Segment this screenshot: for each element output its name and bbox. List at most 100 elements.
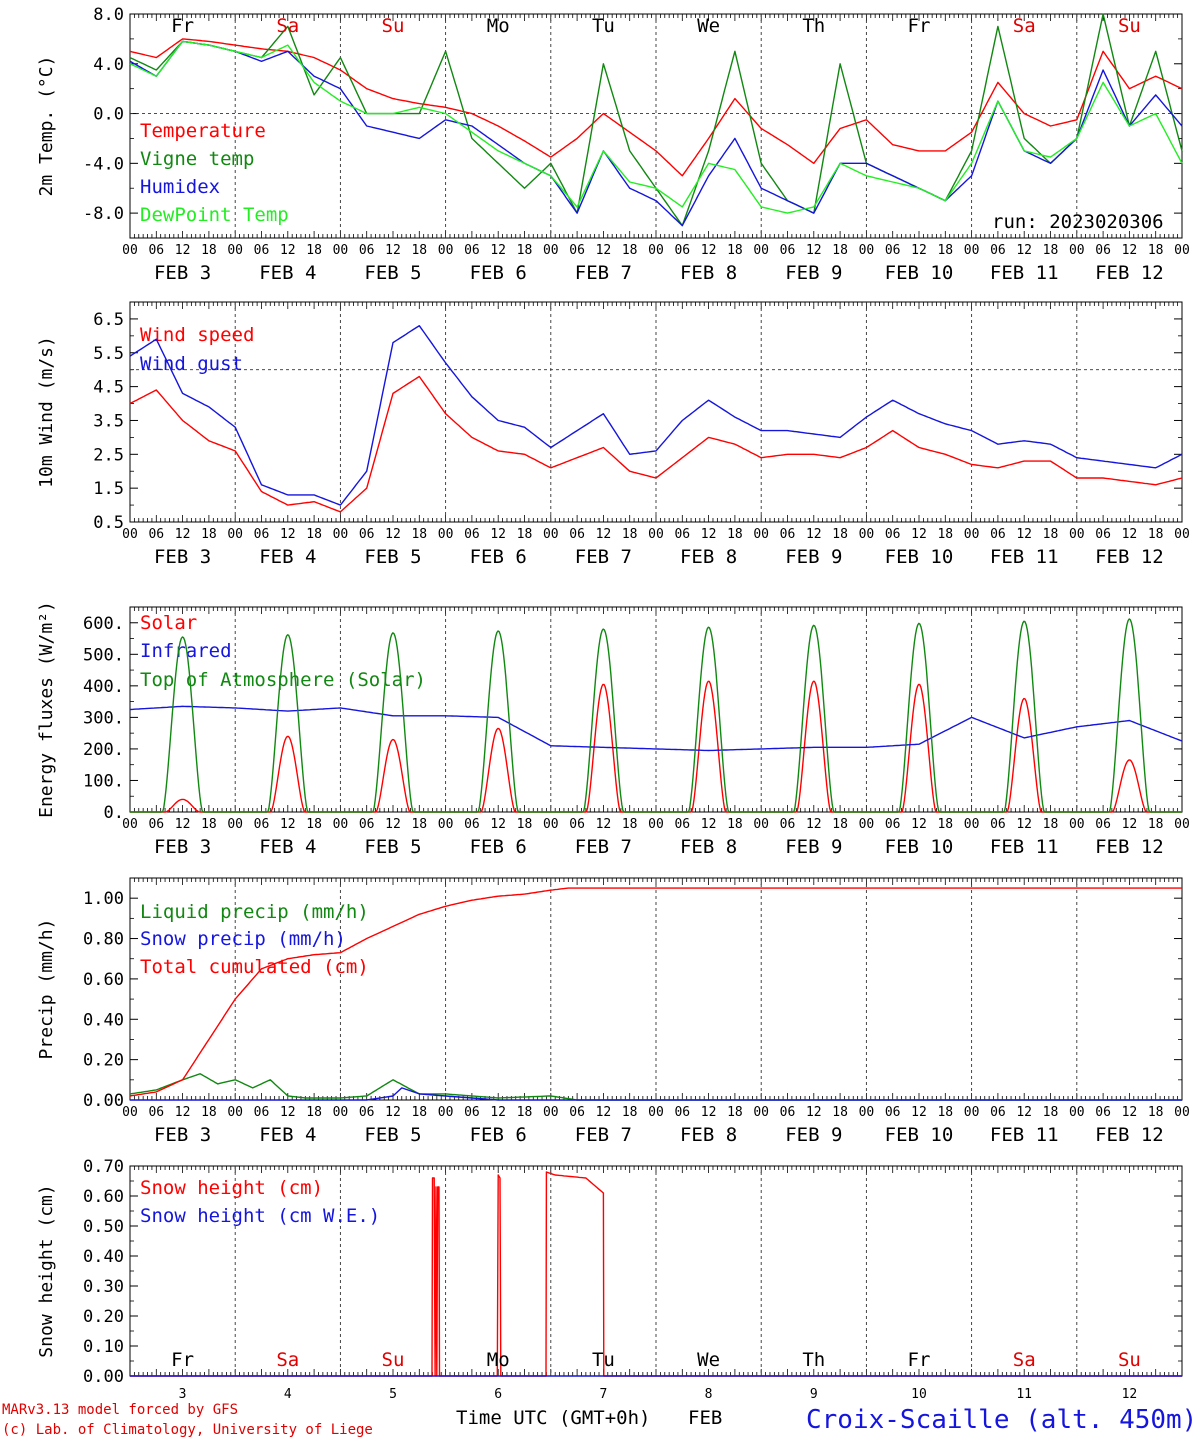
- legend-entry: Humidex: [140, 176, 220, 198]
- y-tick-label: 400.: [83, 677, 124, 697]
- series-line-temperature: [129, 38, 1183, 177]
- hour-tick-label: 18: [727, 817, 743, 832]
- hour-tick-label: 12: [280, 243, 296, 258]
- date-label: FEB 6: [470, 546, 527, 568]
- hour-tick-label: 12: [701, 1105, 717, 1120]
- hour-tick-label: 00: [438, 817, 454, 832]
- y-tick-label: 600.: [83, 614, 124, 634]
- hour-tick-label: 12: [490, 1105, 506, 1120]
- day-number-label: 6: [494, 1387, 502, 1402]
- hour-tick-label: 12: [175, 527, 191, 542]
- hour-tick-label: 06: [674, 527, 690, 542]
- y-tick-label: 300.: [83, 708, 124, 728]
- series-line-wind-speed: [129, 375, 1183, 513]
- y-tick-label: 500.: [83, 645, 124, 665]
- hour-tick-label: 12: [175, 817, 191, 832]
- hour-tick-label: 12: [596, 243, 612, 258]
- hour-tick-label: 00: [333, 817, 349, 832]
- hour-tick-label: 18: [832, 817, 848, 832]
- station-name: Croix-Scaille (alt. 450m): [806, 1405, 1194, 1435]
- panel-2: 6.5 5.5 4.5 3.5 2.5 1.5 0.5 10m Wind (m/s) 00 06 1…: [36, 301, 1190, 568]
- day-name-label: Sa: [276, 15, 299, 37]
- legend-entry: Wind speed: [140, 324, 254, 346]
- hour-tick-label: 06: [359, 1105, 375, 1120]
- hour-tick-label: 18: [411, 243, 427, 258]
- hour-tick-label: 06: [569, 527, 585, 542]
- date-label: FEB 9: [785, 1124, 842, 1146]
- hour-tick-label: 06: [885, 527, 901, 542]
- panel-3: 600. 500. 400. 300. 200. 100. 0. Energy fluxes …: [36, 601, 1190, 858]
- hour-tick-label: 06: [148, 527, 164, 542]
- date-label: FEB 3: [154, 836, 211, 858]
- hour-tick-label: 18: [411, 1105, 427, 1120]
- day-name-label: Tu: [592, 15, 615, 37]
- day-name-label: Th: [802, 15, 825, 37]
- date-label: FEB 12: [1095, 836, 1164, 858]
- hour-tick-label: 00: [648, 817, 664, 832]
- y-tick-label: 1.00: [83, 889, 124, 909]
- hour-tick-label: 00: [1069, 817, 1085, 832]
- hour-tick-label: 06: [254, 1105, 270, 1120]
- hour-tick-label: 00: [964, 1105, 980, 1120]
- series-line-snow-precip-mm-h: [130, 1087, 1182, 1101]
- day-name-label: Th: [802, 1349, 825, 1371]
- hour-tick-label: 06: [148, 243, 164, 258]
- y-tick-label: 0.80: [83, 930, 124, 950]
- date-label: FEB 7: [575, 836, 632, 858]
- day-name-label: Fr: [908, 15, 931, 37]
- date-label: FEB 8: [680, 836, 737, 858]
- hour-tick-label: 18: [937, 243, 953, 258]
- hour-tick-label: 12: [911, 243, 927, 258]
- hour-tick-label: 12: [490, 817, 506, 832]
- hour-tick-label: 12: [806, 1105, 822, 1120]
- hour-tick-label: 18: [937, 817, 953, 832]
- hour-tick-label: 12: [1016, 817, 1032, 832]
- hour-tick-label: 18: [306, 817, 322, 832]
- hour-tick-label: 12: [175, 1105, 191, 1120]
- series-line-top-of-atmosphere-solar: [130, 618, 1182, 813]
- day-name-label: Sa: [1013, 15, 1036, 37]
- hour-tick-label: 18: [832, 527, 848, 542]
- date-label: FEB 9: [785, 836, 842, 858]
- y-tick-label: 4.5: [93, 378, 124, 398]
- hour-tick-label: 00: [1174, 243, 1190, 258]
- legend-entry: Total cumulated (cm): [140, 956, 369, 978]
- hour-tick-label: 18: [622, 527, 638, 542]
- hour-tick-label: 12: [1016, 1105, 1032, 1120]
- date-label: FEB 5: [364, 1124, 421, 1146]
- day-name-label: Su: [1118, 1349, 1141, 1371]
- date-label: FEB 9: [785, 262, 842, 284]
- hour-tick-label: 12: [806, 817, 822, 832]
- hour-tick-label: 00: [648, 1105, 664, 1120]
- hour-tick-label: 18: [517, 817, 533, 832]
- hour-tick-label: 06: [359, 527, 375, 542]
- hour-tick-label: 06: [569, 243, 585, 258]
- hour-tick-label: 00: [859, 817, 875, 832]
- hour-tick-label: 00: [1174, 817, 1190, 832]
- date-label: FEB 7: [575, 262, 632, 284]
- date-label: FEB 5: [364, 546, 421, 568]
- legend-entry: Snow height (cm): [140, 1177, 323, 1199]
- date-label: FEB 6: [470, 1124, 527, 1146]
- hour-tick-label: 12: [701, 817, 717, 832]
- hour-tick-label: 06: [780, 527, 796, 542]
- hour-tick-label: 00: [122, 817, 138, 832]
- hour-tick-label: 00: [438, 527, 454, 542]
- panel-4: 1.00 0.80 0.60 0.40 0.20 0.00 Precip (mm/h) 00 0…: [36, 877, 1190, 1146]
- x-axis-month: FEB: [688, 1407, 722, 1429]
- legend-entry: Temperature: [140, 120, 266, 142]
- y-tick-label: -4.0: [83, 154, 124, 174]
- hour-tick-label: 18: [201, 527, 217, 542]
- day-name-label: Su: [382, 15, 405, 37]
- hour-tick-label: 12: [1122, 243, 1138, 258]
- y-tick-label: 0.40: [83, 1247, 124, 1267]
- hour-tick-label: 18: [201, 243, 217, 258]
- hour-tick-label: 12: [596, 527, 612, 542]
- hour-tick-label: 00: [333, 527, 349, 542]
- hour-tick-label: 00: [122, 527, 138, 542]
- hour-tick-label: 12: [385, 817, 401, 832]
- hour-tick-label: 00: [543, 527, 559, 542]
- hour-tick-label: 18: [832, 243, 848, 258]
- panel-1: 8.0 4.0 0.0 -4.0 -8.0 2m Temp. (°C) 00 06 12 18 FE…: [36, 5, 1190, 284]
- hour-tick-label: 00: [122, 243, 138, 258]
